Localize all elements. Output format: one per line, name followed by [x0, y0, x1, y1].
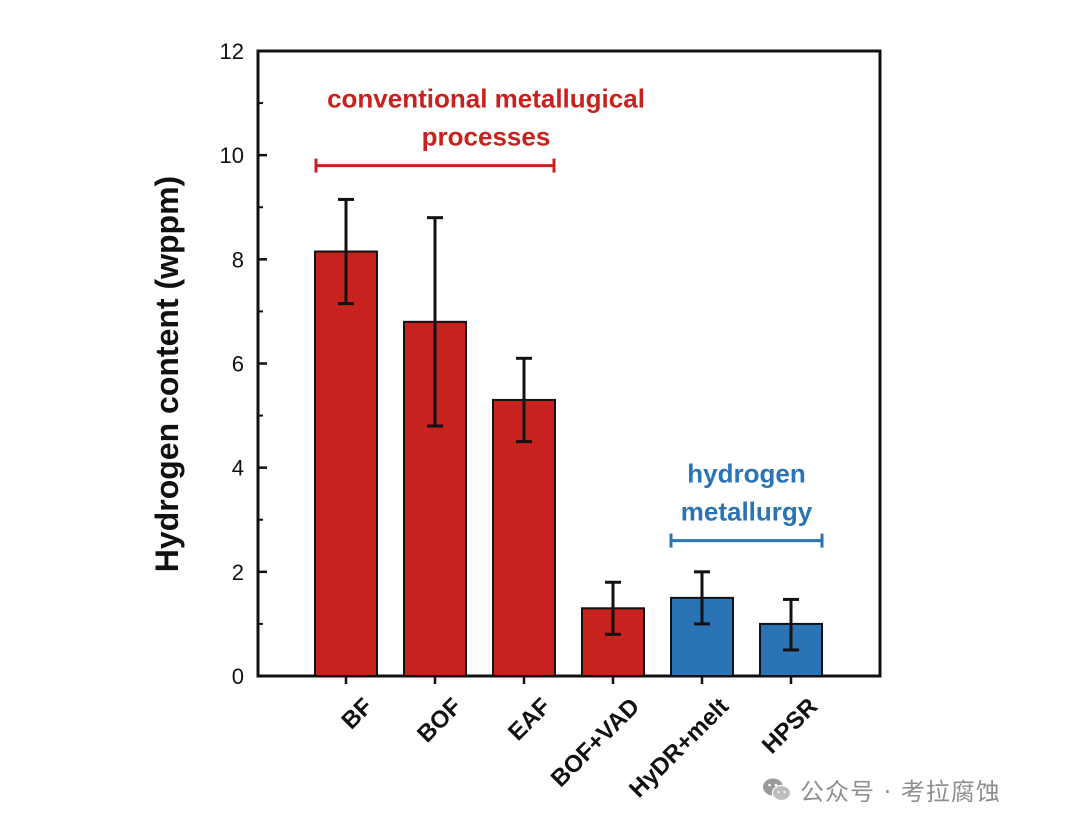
y-tick-label: 12	[220, 39, 244, 64]
x-category-label: BOF	[412, 693, 467, 748]
wechat-icon	[763, 778, 792, 801]
watermark: 公众号 · 考拉腐蚀	[762, 772, 1001, 807]
x-category-label: BF	[336, 693, 378, 735]
y-tick-label: 4	[232, 456, 244, 481]
group-label: hydrogen	[687, 459, 805, 489]
y-tick-label: 8	[232, 247, 244, 272]
x-category-label: HPSR	[757, 693, 823, 759]
y-axis-label: Hydrogen content (wppm)	[149, 176, 185, 572]
bar-bf	[314, 250, 378, 677]
y-tick-label: 0	[232, 664, 244, 689]
y-tick-label: 2	[232, 560, 244, 585]
group-label: metallurgy	[681, 497, 813, 527]
x-category-label: EAF	[503, 693, 556, 746]
y-tick-label: 6	[232, 352, 244, 377]
group-label: processes	[422, 122, 551, 152]
y-tick-label: 10	[220, 143, 244, 168]
watermark-text: 公众号 · 考拉腐蚀	[800, 778, 1001, 806]
group-label: conventional metallugical	[327, 84, 645, 114]
